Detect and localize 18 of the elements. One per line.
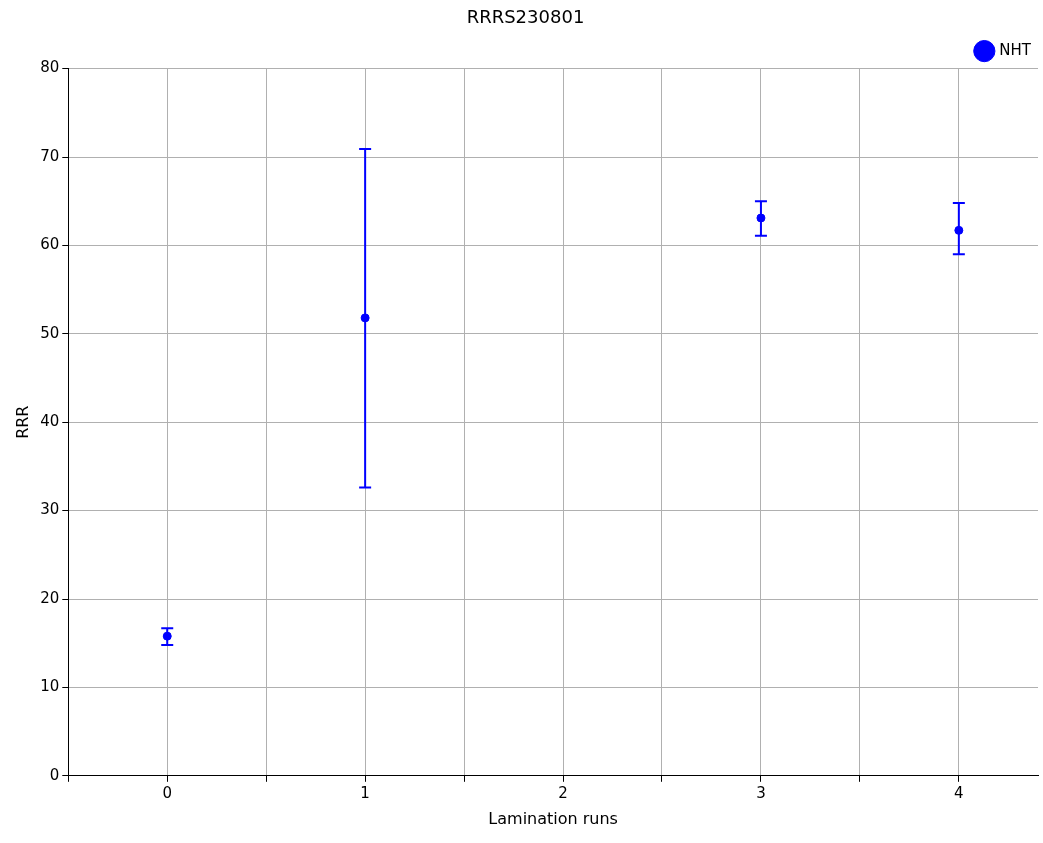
y-tick-label: 10	[40, 677, 60, 696]
y-tick-label: 50	[40, 323, 60, 342]
x-axis-title: Lamination runs	[488, 808, 618, 828]
legend-label: NHT	[999, 40, 1032, 59]
x-tick-label: 0	[162, 783, 173, 802]
x-tick-label: 1	[360, 783, 370, 802]
y-tick-label: 0	[49, 765, 60, 784]
y-tick-label: 60	[40, 235, 60, 254]
y-tick-label: 40	[40, 412, 60, 431]
x-tick-label: 4	[954, 783, 964, 802]
y-tick-label: 30	[40, 500, 60, 519]
y-tick-label: 20	[40, 588, 60, 607]
y-axis-title: RRR	[12, 405, 32, 439]
y-tick-label: 70	[40, 146, 60, 165]
chart-title: RRRS230801	[466, 6, 585, 28]
x-tick-label: 3	[756, 783, 766, 802]
x-tick-label: 2	[558, 783, 568, 802]
y-tick-label: 80	[40, 58, 60, 77]
